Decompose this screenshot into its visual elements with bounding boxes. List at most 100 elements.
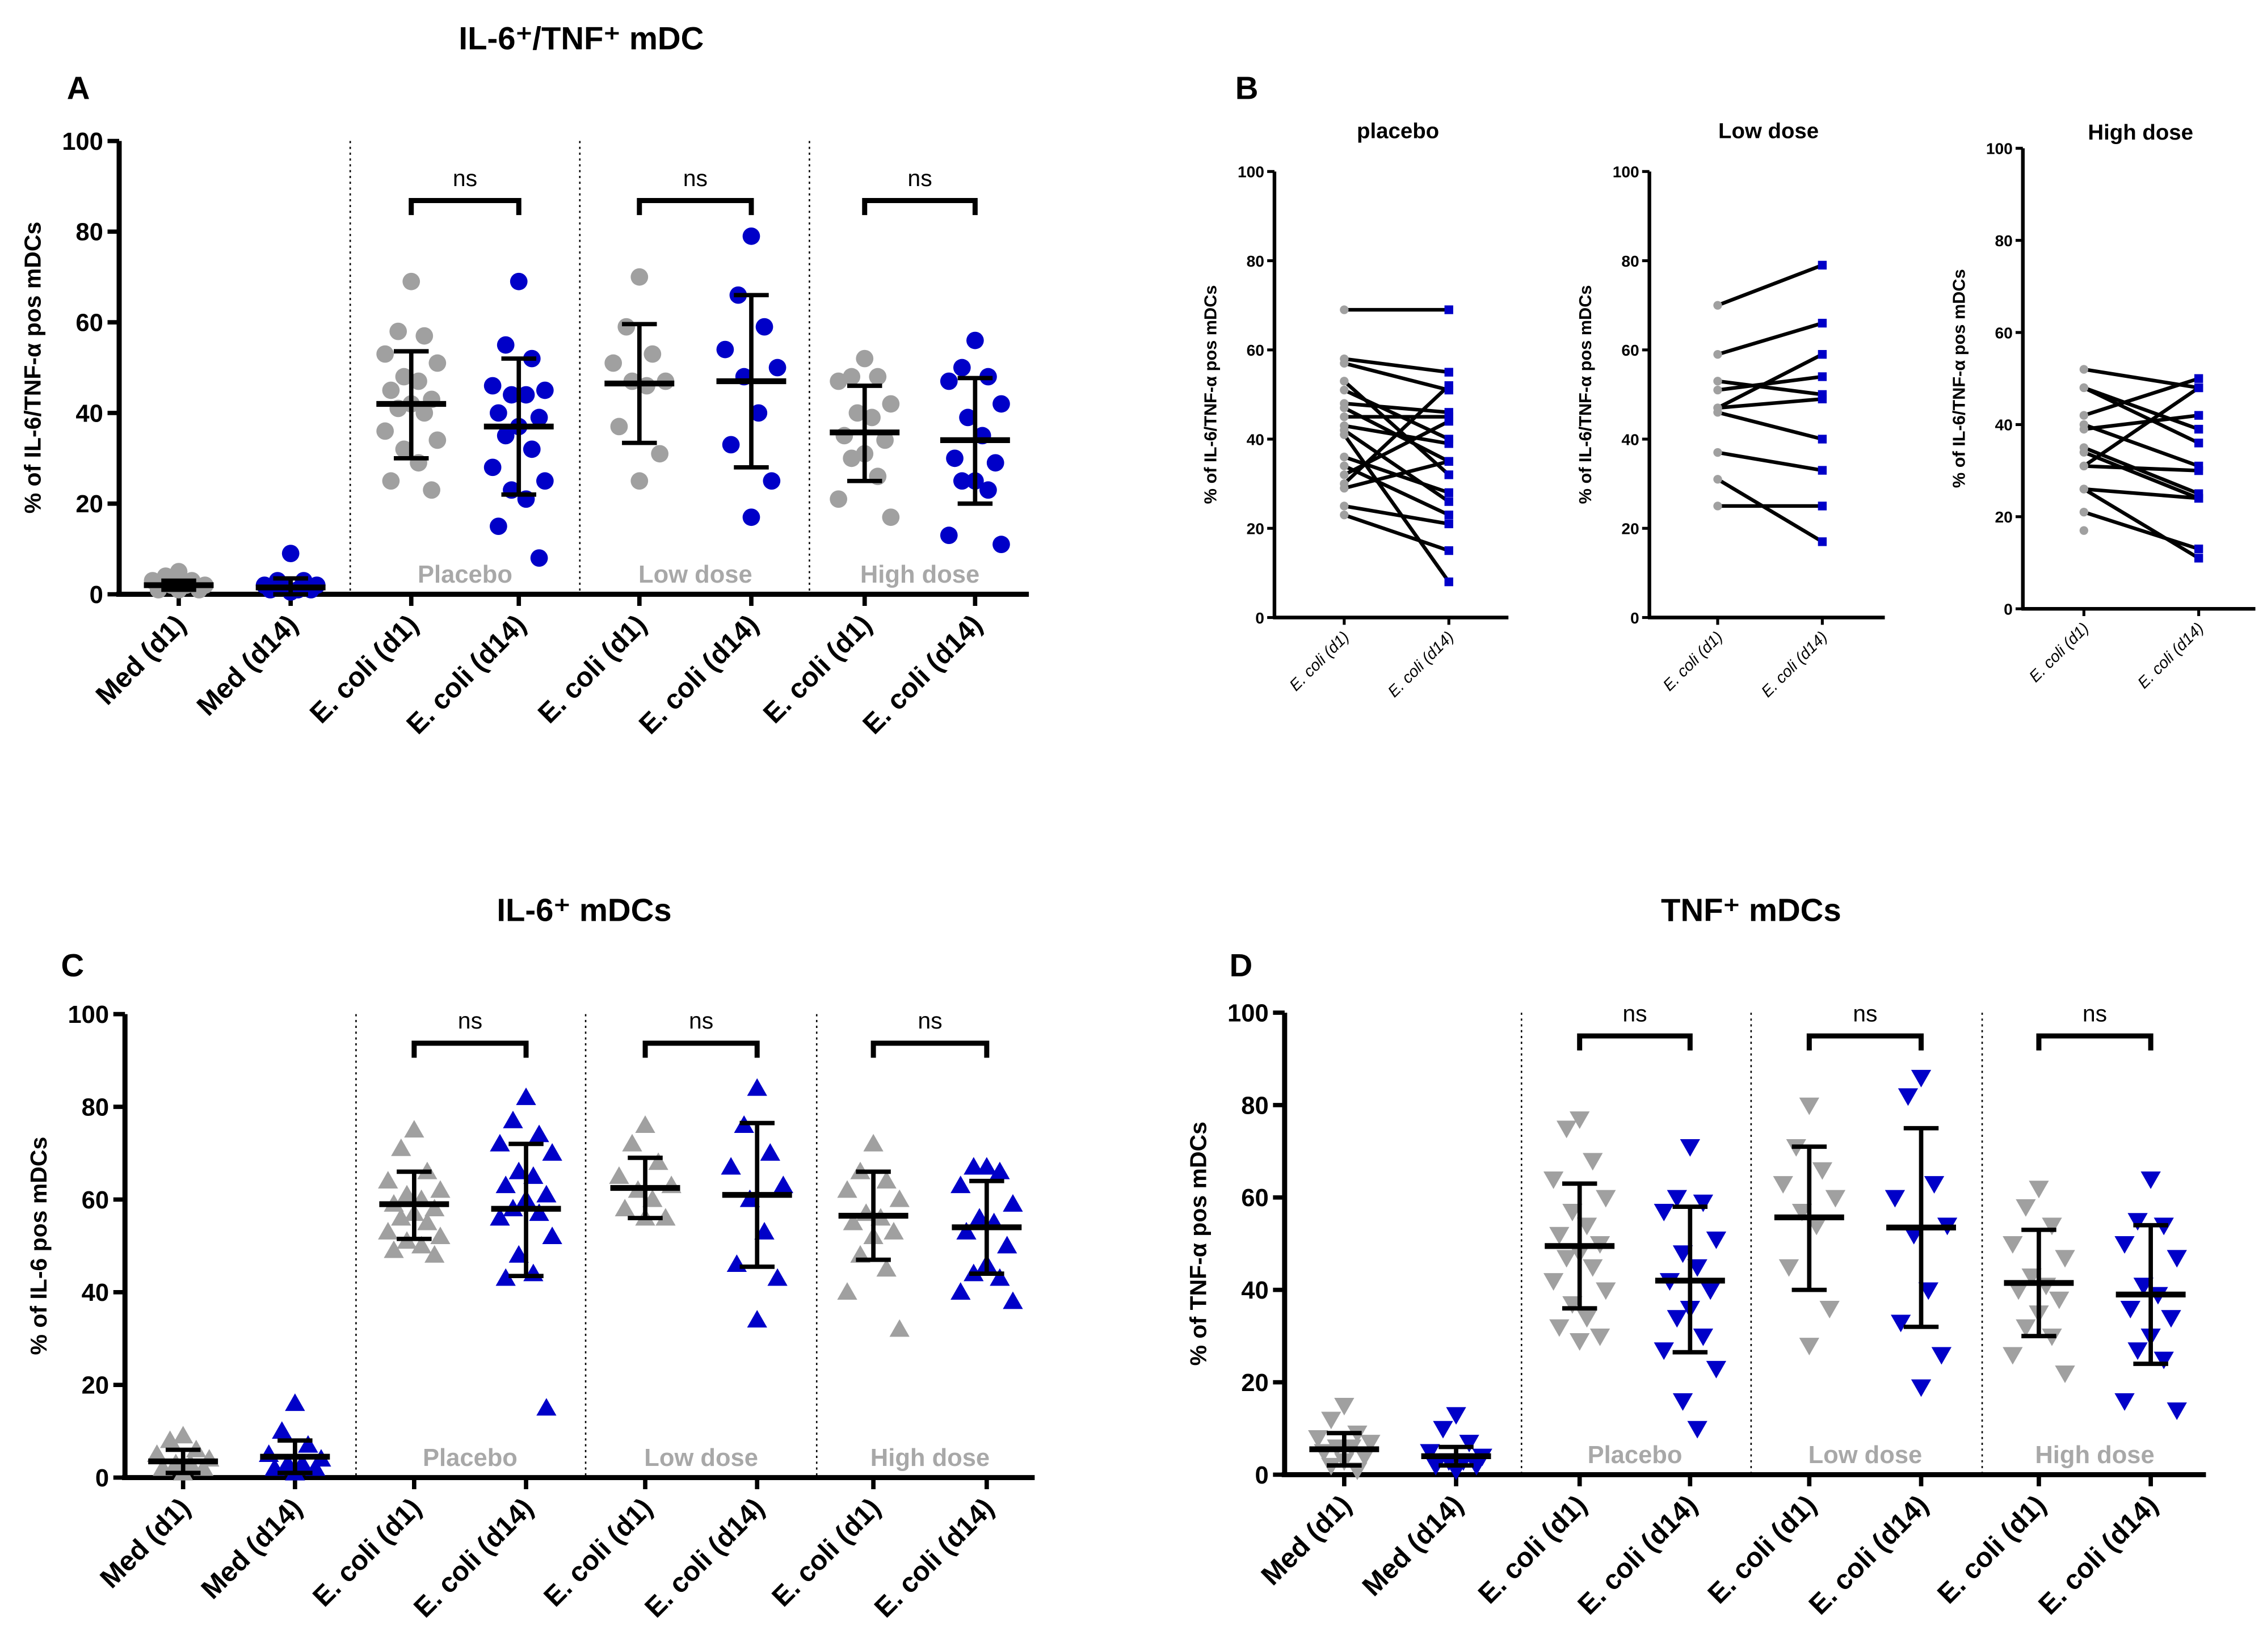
data-point [2055,1250,2075,1268]
x-tick-label: E. coli (d1) [1473,1489,1593,1609]
data-point [843,368,861,386]
data-point-d1 [1340,412,1349,422]
data-point [536,472,554,490]
data-point [530,408,548,427]
data-point [1583,1259,1603,1277]
data-point [508,1161,529,1179]
data-point [430,1227,451,1245]
data-point [610,418,628,436]
x-tick-label: E. coli (d14) [1758,628,1831,701]
data-point [2016,1199,2036,1217]
data-point [1799,1338,1819,1356]
data-point-d1 [2079,411,2089,420]
significance-label: ns [453,165,477,191]
significance-label: ns [907,165,932,191]
data-point [410,372,427,390]
data-point [510,272,528,290]
significance-bracket [862,198,978,216]
paired-line [1717,410,1823,441]
series-2 [378,1120,451,1263]
data-point [848,404,867,422]
data-point [495,1268,516,1286]
data-point-d14 [1818,318,1827,328]
data-point [959,408,977,427]
y-tick-label: 60 [1621,342,1639,359]
y-axis-label: % of IL-6/TNF-α pos mDCs [20,222,46,514]
x-tick-label: Med (d1) [94,1492,196,1594]
y-tick-label: 100 [1613,163,1639,181]
data-point [415,327,434,345]
data-point [940,372,958,390]
data-point [835,427,853,445]
significance-label: ns [1853,1000,1877,1026]
data-point [2127,1342,2148,1360]
y-tick-label: 20 [1995,508,2013,526]
group-label: Low dose [638,561,752,588]
data-point [648,1152,668,1170]
data-point-d14 [1818,394,1827,403]
data-point [391,1208,411,1226]
data-point-d1 [2079,461,2089,471]
data-point [1931,1347,1952,1365]
data-point [523,1166,544,1184]
significance-bracket [637,198,754,216]
data-point [2003,1236,2023,1254]
y-axis-label: % of IL-6/TNF-α pos mDCs [1949,269,1969,488]
title-panel-a: IL-6⁺/TNF⁺ mDC [459,20,704,56]
series-2 [1543,1111,1616,1351]
data-point [1693,1194,1714,1212]
series-7 [2114,1171,2187,1421]
data-point [773,1175,793,1194]
data-point [876,1259,897,1277]
x-tick-label: E. coli (d14) [1803,1489,1934,1620]
data-point [2042,1217,2062,1236]
y-axis-label: % of IL-6/TNF-α pos mDCs [1575,285,1595,504]
data-point [964,1157,984,1175]
data-point-d14 [1818,260,1827,270]
data-point [1543,1171,1564,1189]
series-1 [259,1393,331,1481]
data-point [1589,1328,1610,1346]
data-point [428,354,447,372]
x-tick-label: E. coli (d14) [633,609,764,740]
data-point-d14 [1444,511,1453,520]
data-point [2008,1282,2029,1300]
data-point-d14 [2194,383,2203,393]
y-tick-label: 80 [1247,252,1264,270]
series-5 [1885,1069,1958,1397]
y-tick-label: 80 [82,1094,109,1121]
data-point [2049,1291,2070,1309]
x-tick-label: E. coli (d1) [2026,619,2092,685]
data-point [643,345,662,363]
series-7 [950,1157,1023,1309]
y-tick-label: 0 [2004,600,2013,618]
data-point [2021,1268,2042,1286]
paired-line [1343,464,1450,517]
data-point [876,1171,897,1189]
data-point [376,345,394,363]
data-point [285,1393,305,1411]
title-panel-c: IL-6⁺ mDCs [497,892,671,928]
data-point [1672,1245,1693,1263]
data-point [1549,1227,1570,1245]
y-tick-label: 60 [1241,1185,1268,1212]
data-point [1596,1190,1616,1208]
data-point [992,395,1010,413]
paired-line [1343,384,1450,485]
data-point [1687,1259,1707,1277]
data-point-d14 [1818,537,1827,546]
data-point [622,1133,642,1152]
data-point [382,472,400,490]
y-axis-label: % of TNF-α pos mDCs [1185,1122,1212,1366]
data-point [990,1161,1010,1179]
data-point [1576,1217,1597,1236]
data-point [1596,1282,1616,1300]
data-point-d1 [1340,430,1349,439]
data-point [747,1310,767,1328]
data-point [1433,1421,1453,1439]
x-tick-label: E. coli (d14) [1385,628,1457,701]
y-tick-label: 20 [1621,520,1639,538]
paired-line [2083,423,2199,468]
x-tick-label: E. coli (d1) [766,1492,886,1612]
data-point [747,1078,767,1096]
